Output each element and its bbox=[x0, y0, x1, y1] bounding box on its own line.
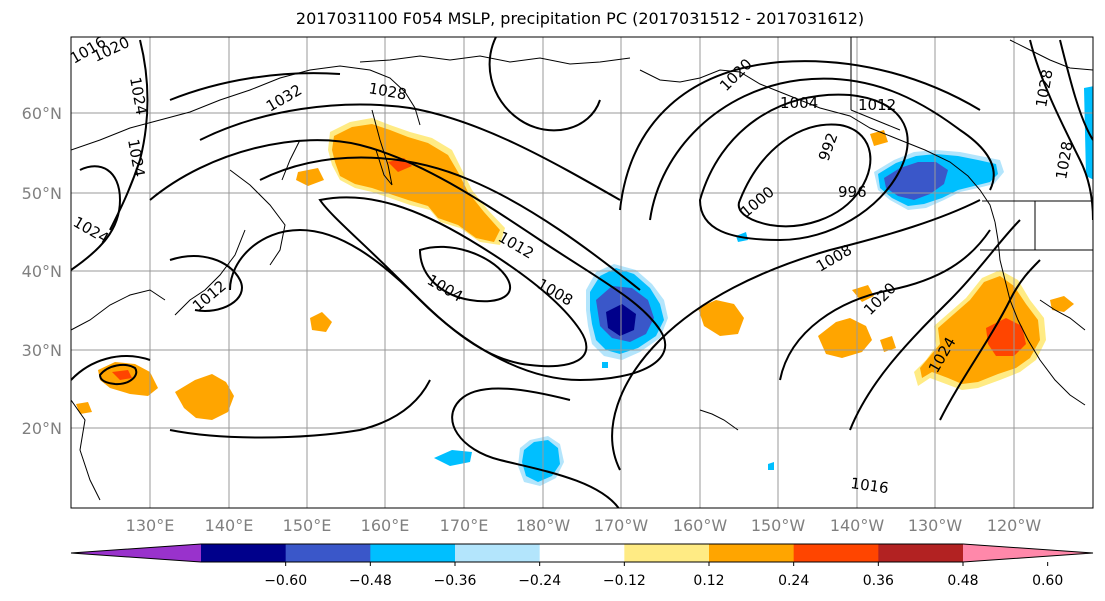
colorbar-swatch bbox=[624, 544, 710, 562]
colorbar-swatch bbox=[539, 544, 625, 562]
contour-label: 1012 bbox=[858, 96, 896, 114]
lon-label: 170°E bbox=[440, 516, 489, 535]
colorbar-swatch bbox=[201, 544, 287, 562]
map-title: 2017031100 F054 MSLP, precipitation PC (… bbox=[295, 9, 865, 28]
colorbar-tick-label: 0.60 bbox=[1032, 573, 1063, 589]
lon-label: 140°E bbox=[205, 516, 254, 535]
colorbar-swatch bbox=[878, 544, 964, 562]
lat-label: 30°N bbox=[22, 341, 62, 360]
colorbar-tick-label: −0.60 bbox=[264, 573, 307, 589]
lon-label: 160°E bbox=[361, 516, 410, 535]
lat-label: 40°N bbox=[22, 262, 62, 281]
colorbar-tick-label: 0.24 bbox=[778, 573, 809, 589]
colorbar-tick-label: −0.36 bbox=[434, 573, 477, 589]
graticule bbox=[71, 37, 1093, 508]
lon-label: 160°W bbox=[673, 516, 728, 535]
map-area bbox=[71, 37, 1093, 508]
contour-label: 1016 bbox=[849, 474, 889, 497]
colorbar-outline bbox=[70, 543, 1094, 563]
lon-label: 180°W bbox=[516, 516, 571, 535]
colorbar-tick-label: 0.48 bbox=[947, 573, 978, 589]
longitude-labels: 130°E 140°E 150°E 160°E 170°E 180°W 170°… bbox=[126, 516, 1042, 535]
lat-label: 50°N bbox=[22, 184, 62, 203]
colorbar: −0.60 −0.48 −0.36 −0.24 −0.12 0.12 0.24 0.36 0.4… bbox=[70, 543, 1094, 589]
lon-label: 150°W bbox=[751, 516, 806, 535]
colorbar-swatch bbox=[285, 544, 371, 562]
isobars bbox=[71, 37, 1093, 508]
colorbar-swatch bbox=[793, 544, 879, 562]
precip-positive-areas bbox=[76, 118, 1074, 420]
lat-label: 60°N bbox=[22, 104, 62, 123]
latitude-labels: 60°N 50°N 40°N 30°N 20°N bbox=[22, 104, 62, 438]
lat-label: 20°N bbox=[22, 419, 62, 438]
political-borders bbox=[850, 37, 1093, 251]
colorbar-swatch bbox=[709, 544, 795, 562]
lon-label: 170°W bbox=[594, 516, 649, 535]
lon-label: 150°E bbox=[283, 516, 332, 535]
contour-label: 996 bbox=[838, 183, 867, 201]
colorbar-extend-max bbox=[963, 544, 1093, 562]
lon-label: 130°E bbox=[126, 516, 175, 535]
colorbar-tick-label: −0.24 bbox=[518, 573, 561, 589]
colorbar-extend-min bbox=[71, 544, 201, 562]
map-frame bbox=[70, 36, 1094, 509]
colorbar-tick-label: 0.12 bbox=[693, 573, 724, 589]
colorbar-tick-label: 0.36 bbox=[863, 573, 894, 589]
colorbar-swatch bbox=[370, 544, 456, 562]
lon-label: 130°W bbox=[908, 516, 963, 535]
coastlines bbox=[71, 39, 1093, 501]
colorbar-swatch bbox=[455, 544, 541, 562]
colorbar-tick-label: −0.48 bbox=[349, 573, 392, 589]
lon-label: 140°W bbox=[830, 516, 885, 535]
lon-label: 120°W bbox=[987, 516, 1042, 535]
contour-label: 1004 bbox=[780, 94, 818, 112]
colorbar-tick-label: −0.12 bbox=[603, 573, 646, 589]
